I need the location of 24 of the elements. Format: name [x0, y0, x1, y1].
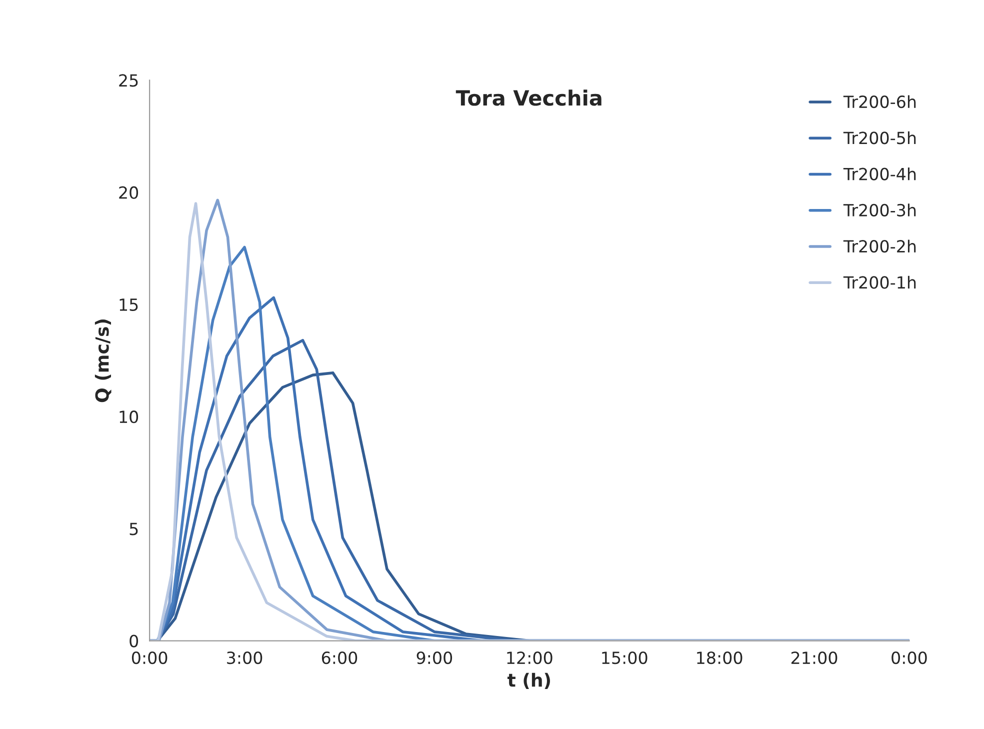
- x-tick-label: 21:00: [791, 652, 838, 664]
- x-tick-label: 6:00: [322, 652, 358, 664]
- chart-title: Tora Vecchia: [456, 90, 602, 106]
- x-tick-label: 12:00: [507, 652, 552, 664]
- x-tick-label: 9:00: [416, 652, 452, 664]
- y-tick-label: 25: [119, 74, 138, 87]
- y-tick-label: 10: [120, 410, 138, 424]
- x-axis-title: t (h): [507, 672, 550, 689]
- x-tick-label: 0:00: [132, 652, 168, 664]
- y-tick-label: 20: [119, 186, 138, 199]
- y-tick-label: 0: [130, 634, 138, 648]
- y-tick-label: 15: [120, 298, 138, 311]
- y-axis-title: Q (mc/s): [94, 320, 112, 402]
- x-tick-label: 15:00: [602, 652, 648, 664]
- y-tick-label: 5: [130, 522, 138, 536]
- legend-label: Tr200-5h: [843, 131, 916, 144]
- legend-label: Tr200-2h: [843, 240, 916, 253]
- x-tick-label: 3:00: [227, 652, 262, 664]
- legend-label: Tr200-6h: [843, 95, 916, 108]
- x-tick-label: 0:00: [892, 652, 927, 664]
- legend-label: Tr200-4h: [843, 167, 916, 180]
- legend-label: Tr200-3h: [843, 204, 916, 216]
- legend-label: Tr200-1h: [843, 276, 916, 289]
- x-tick-label: 18:00: [697, 652, 742, 664]
